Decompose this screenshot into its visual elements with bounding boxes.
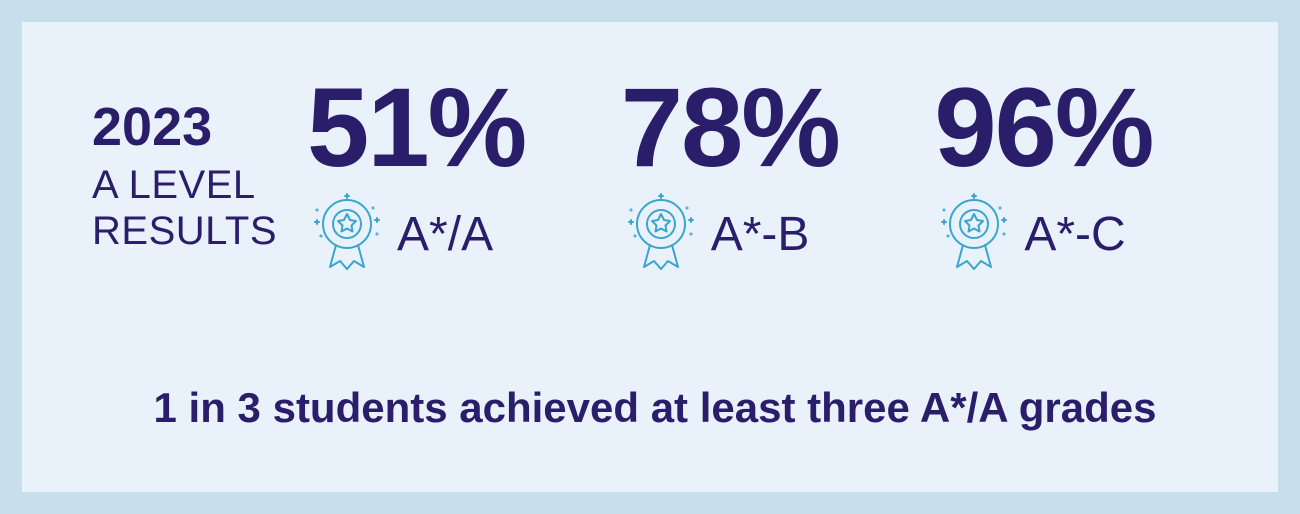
stat-grade-row: A*-C [934, 190, 1218, 280]
stat-percent: 78% [621, 72, 905, 184]
stat-block-1: 51% [307, 72, 591, 280]
stat-grade-label: A*-B [711, 211, 810, 259]
title-block: 2023 A LEVEL RESULTS [92, 72, 277, 254]
outer-frame: 2023 A LEVEL RESULTS 51% [0, 0, 1300, 514]
award-ribbon-icon [621, 190, 701, 280]
stats-row: 2023 A LEVEL RESULTS 51% [92, 72, 1218, 280]
stat-block-3: 96% [934, 72, 1218, 280]
footer-summary: 1 in 3 students achieved at least three … [92, 384, 1218, 452]
award-ribbon-icon [934, 190, 1014, 280]
award-ribbon-icon [307, 190, 387, 280]
infographic-panel: 2023 A LEVEL RESULTS 51% [22, 22, 1278, 492]
subtitle-line-2: RESULTS [92, 208, 277, 254]
stat-grade-label: A*-C [1024, 211, 1125, 259]
year-heading: 2023 [92, 100, 277, 154]
stat-grade-row: A*-B [621, 190, 905, 280]
stat-block-2: 78% [621, 72, 905, 280]
stat-percent: 96% [934, 72, 1218, 184]
stat-grade-label: A*/A [397, 211, 493, 259]
stat-percent: 51% [307, 72, 591, 184]
stat-grade-row: A*/A [307, 190, 591, 280]
subtitle-line-1: A LEVEL [92, 162, 277, 208]
